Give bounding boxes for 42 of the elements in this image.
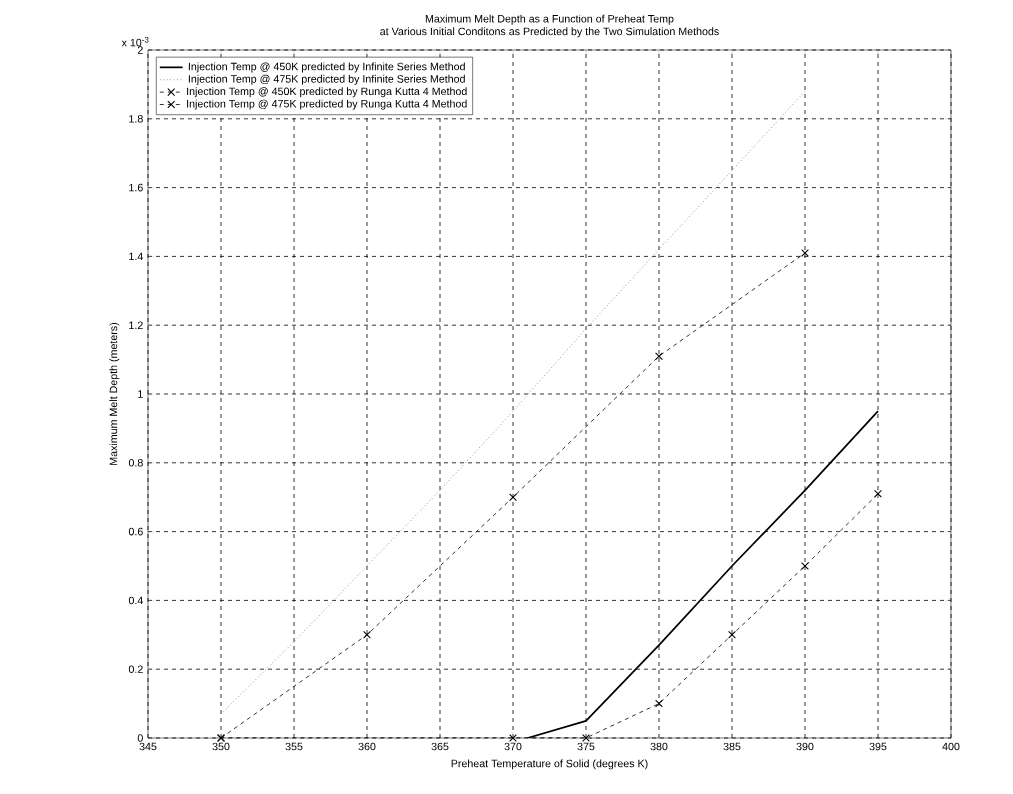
point bbox=[801, 562, 809, 570]
x-tick-label: 390 bbox=[796, 742, 814, 751]
y-tick-label: 0 bbox=[137, 734, 143, 742]
chart-subtitle: at Various Initial Conditons as Predicted by the Two Simulation Methods bbox=[380, 27, 719, 38]
y-tick-label: 1.8 bbox=[129, 115, 143, 123]
y-tick-label: 0.8 bbox=[128, 459, 143, 467]
legend-label: Injection Temp @ 475K predicted by Infinite Series Method bbox=[188, 74, 465, 85]
y-tick-label: 0.4 bbox=[128, 596, 143, 605]
point bbox=[655, 699, 663, 708]
point bbox=[655, 352, 663, 361]
x-tick-label: 380 bbox=[650, 742, 668, 751]
x-tick-label: 375 bbox=[577, 742, 595, 751]
y-axis-title: Maximum Melt Depth (meters) bbox=[109, 322, 120, 465]
y-tick-label: 2 bbox=[137, 46, 143, 54]
point bbox=[363, 630, 371, 639]
legend-label: Injection Temp @ 450K predicted by Infinite Series Method bbox=[188, 62, 465, 73]
x-tick-label: 370 bbox=[504, 742, 522, 751]
y-tick-label: 0.2 bbox=[128, 665, 143, 673]
legend-label: Injection Temp @ 450K predicted by Runga Kutta 4 Method bbox=[187, 87, 467, 98]
point bbox=[509, 734, 517, 742]
chart-title: Maximum Melt Depth as a Function of Preheat Temp bbox=[425, 14, 674, 25]
point bbox=[874, 489, 882, 498]
legend-label: Injection Temp @ 475K predicted by Runga Kutta 4 Method bbox=[187, 99, 467, 110]
x-tick-label: 360 bbox=[358, 742, 376, 751]
y-tick-label: 1 bbox=[138, 390, 143, 398]
point bbox=[509, 493, 517, 502]
x-axis-title: Preheat Temperature of Solid (degrees K) bbox=[451, 759, 648, 770]
y-tick-label: 1.4 bbox=[129, 252, 143, 261]
x-tick-label: 350 bbox=[212, 742, 230, 751]
x-tick-label: 345 bbox=[139, 742, 157, 751]
x-tick-label: 395 bbox=[869, 742, 887, 751]
point bbox=[582, 734, 590, 742]
y-tick-label: 1.6 bbox=[129, 183, 143, 192]
x-tick-label: 365 bbox=[431, 742, 449, 751]
x-tick-label: 385 bbox=[723, 742, 741, 751]
text: x 10$^{-3}$ bbox=[121, 36, 149, 47]
y-tick-label: 1.2 bbox=[129, 321, 143, 329]
point bbox=[728, 630, 736, 639]
x-tick-label: 400 bbox=[942, 742, 960, 751]
y-tick-label: 0.6 bbox=[128, 527, 143, 536]
x-tick-label: 355 bbox=[285, 742, 303, 751]
point bbox=[801, 249, 809, 257]
